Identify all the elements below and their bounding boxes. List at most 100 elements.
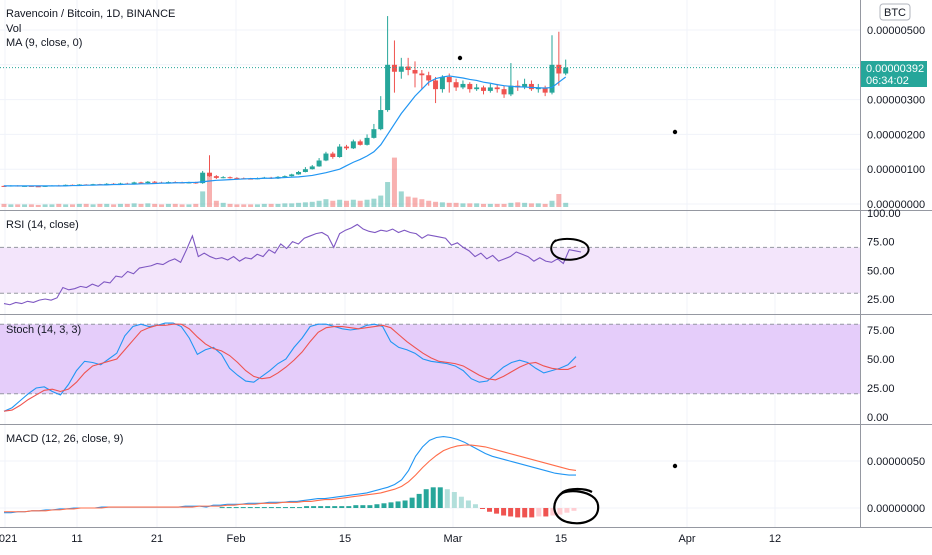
volume-bar — [42, 204, 48, 207]
volume-bar — [152, 203, 158, 207]
macd-histogram-bar — [318, 506, 324, 508]
candle-body — [542, 87, 548, 93]
stoch-tick-label: 0.00 — [867, 412, 888, 424]
annotation-dot[interactable] — [457, 55, 463, 61]
macd-histogram-bar — [325, 506, 331, 508]
time-tick-label: 12 — [769, 533, 781, 545]
volume-bar — [487, 203, 493, 207]
volume-bar — [63, 204, 69, 207]
candle-body — [556, 64, 562, 74]
indicator-bands — [0, 246, 860, 395]
stoch-label[interactable]: Stoch (14, 3, 3) — [6, 324, 81, 336]
candle-body — [227, 177, 233, 179]
currency-badge[interactable]: BTC — [879, 3, 911, 21]
rsi-tick-label: 25.00 — [867, 294, 895, 306]
volume-bar — [234, 204, 240, 207]
price-axis[interactable]: 0.000005000.000004000.000003000.00000200… — [867, 25, 925, 515]
annotation-circle-rsi[interactable] — [550, 237, 590, 261]
macd-tick-label: 0.00000000 — [867, 503, 925, 515]
volume-bar — [35, 204, 41, 207]
annotation-dot[interactable] — [672, 129, 678, 135]
macd-histogram-bar — [233, 507, 239, 509]
macd-histogram-bar — [353, 505, 359, 508]
candle-body — [35, 186, 41, 188]
macd-histogram-bar — [465, 500, 471, 508]
candle-body — [508, 85, 514, 95]
time-axis[interactable]: 2021 11 21 Feb 15 Mar 15 Apr 12 — [0, 533, 781, 545]
volume-bar — [344, 200, 349, 207]
ma-line — [4, 75, 567, 187]
volume-label[interactable]: Vol — [6, 23, 21, 35]
volume-bar — [254, 204, 260, 207]
macd-histogram-bar — [529, 508, 535, 518]
candle-body — [309, 166, 315, 170]
candle-body — [323, 153, 329, 161]
price-tick-label: 0.00000100 — [867, 164, 925, 176]
macd-histogram-bar — [268, 507, 274, 509]
macd-histogram-bar — [290, 507, 295, 509]
candle-body — [371, 129, 377, 138]
candle-body — [405, 66, 411, 71]
ma-label[interactable]: MA (9, close, 0) — [6, 37, 82, 49]
macd-histogram-bar — [444, 489, 450, 508]
user-drawings[interactable] — [457, 55, 678, 525]
macd-histogram-bar — [339, 506, 345, 508]
macd-histogram-bar — [550, 508, 556, 516]
candle-body — [528, 83, 534, 90]
macd-histogram-bar — [332, 506, 338, 508]
rsi-label[interactable]: RSI (14, close) — [6, 219, 79, 231]
volume-bar — [296, 202, 302, 207]
candle-body — [426, 75, 432, 81]
candle-body — [563, 67, 569, 74]
volume-bar — [179, 204, 185, 207]
time-tick-label: 21 — [151, 533, 163, 545]
candle-body — [419, 73, 425, 76]
candle-body — [152, 181, 158, 183]
candle-body — [522, 83, 528, 88]
volume-bar — [282, 203, 288, 207]
candle-body — [446, 76, 452, 83]
volume-bar — [481, 203, 486, 207]
macd-histogram-bar — [494, 508, 500, 514]
candle-body — [549, 64, 555, 93]
macd-histogram-bar — [409, 497, 415, 508]
stoch-band — [0, 324, 860, 394]
macd-histogram-bar — [416, 493, 422, 508]
volume-bars — [1, 157, 569, 207]
macd-histogram-bar — [451, 492, 457, 508]
macd-label[interactable]: MACD (12, 26, close, 9) — [6, 433, 123, 445]
time-tick-label: Feb — [227, 533, 246, 545]
volume-bar — [535, 203, 541, 207]
candle-body — [302, 169, 308, 172]
volume-bar — [97, 203, 103, 207]
macd-histogram-bar — [261, 507, 267, 509]
candle-body — [282, 176, 288, 178]
volume-bar — [460, 203, 466, 207]
volume-bar — [549, 200, 555, 207]
volume-bar — [364, 199, 370, 207]
rsi-line — [3, 223, 582, 306]
volume-bar — [241, 204, 247, 207]
macd-histogram-bar — [367, 505, 373, 508]
annotation-dot[interactable] — [672, 463, 678, 469]
volume-bar — [501, 203, 507, 207]
volume-bar — [378, 195, 384, 207]
volume-bar — [309, 201, 315, 207]
rsi-tick-label: 100.00 — [867, 208, 901, 220]
volume-bar — [522, 202, 528, 207]
stoch-lines — [3, 322, 577, 412]
volume-bar — [467, 203, 473, 207]
volume-bar — [28, 204, 34, 207]
symbol-title[interactable]: Ravencoin / Bitcoin, 1D, BINANCE — [6, 8, 175, 20]
volume-bar — [83, 203, 89, 207]
volume-bar — [563, 202, 569, 207]
annotation-circle-macd[interactable] — [553, 487, 600, 525]
macd-histogram-bar — [564, 508, 570, 513]
volume-bar — [323, 199, 329, 207]
macd-histogram-bar — [487, 508, 493, 512]
volume-bar — [391, 157, 397, 207]
macd-histogram-bar — [501, 508, 507, 516]
pane-separators — [0, 0, 932, 528]
